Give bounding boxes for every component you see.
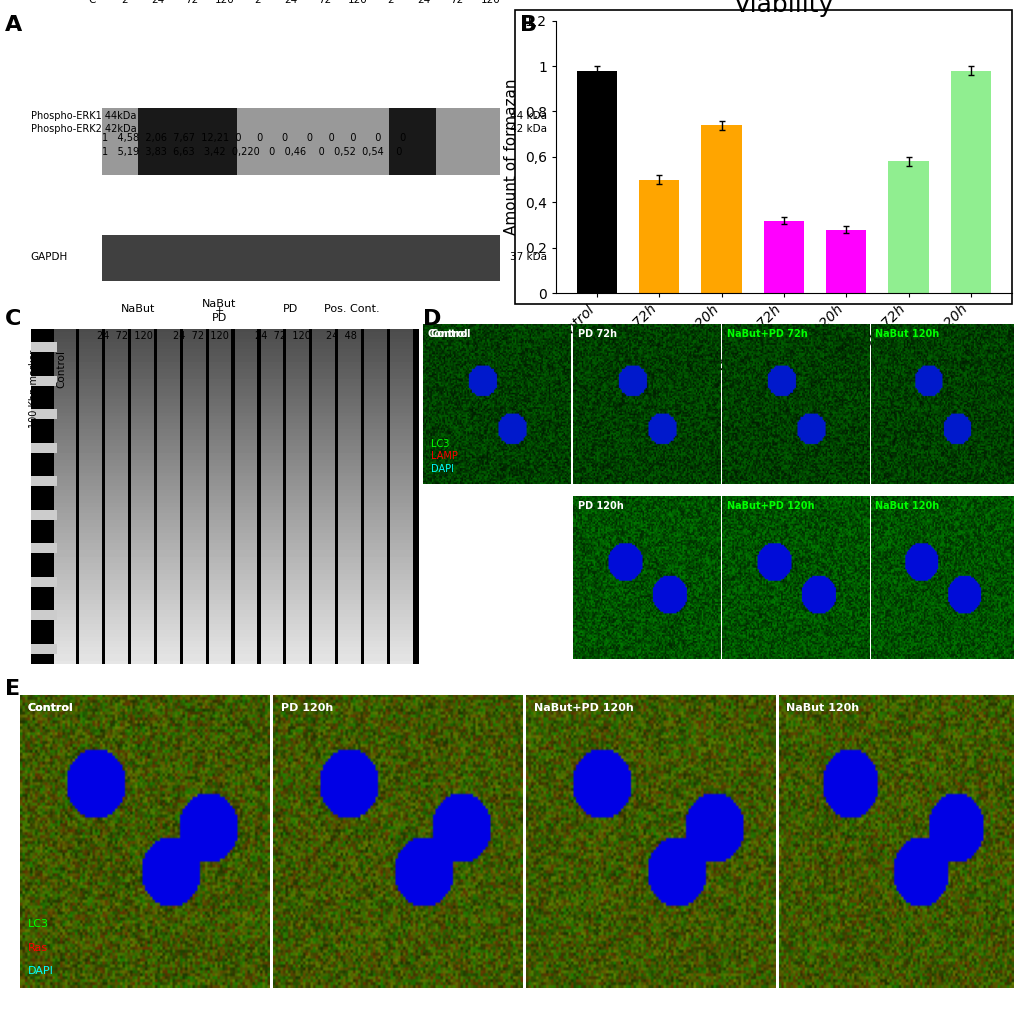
Text: NaBut 120h: NaBut 120h (786, 704, 859, 713)
Text: LAMP: LAMP (430, 452, 458, 461)
Text: 42 kDa: 42 kDa (510, 123, 546, 134)
Bar (763, 220, 803, 293)
Text: NaBut+PD 72h: NaBut+PD 72h (726, 329, 807, 339)
Text: 120: 120 (480, 0, 499, 4)
Text: 24  72  120: 24 72 120 (255, 331, 311, 342)
Text: Control: Control (28, 704, 73, 713)
Text: PD: PD (212, 313, 226, 323)
Bar (701, 126, 741, 293)
X-axis label: Treatment time: Treatment time (725, 395, 842, 410)
Text: 44 kDa: 44 kDa (510, 111, 546, 121)
Text: 24  72  120: 24 72 120 (97, 331, 153, 342)
Text: 120: 120 (347, 0, 367, 4)
Text: 120: 120 (214, 0, 234, 4)
Text: PD: PD (283, 304, 298, 314)
Text: LC3: LC3 (28, 919, 49, 929)
Bar (576, 71, 616, 293)
Text: Phospho-ERK2 42kDa: Phospho-ERK2 42kDa (31, 123, 137, 134)
Text: 24: 24 (151, 0, 164, 4)
Text: 100 Kbp marker: 100 Kbp marker (29, 350, 39, 428)
Text: PD 120h: PD 120h (280, 704, 333, 713)
Text: 37 kDa: 37 kDa (510, 252, 546, 262)
Text: NaBut: NaBut (202, 298, 236, 309)
Text: 72: 72 (184, 0, 198, 4)
Text: Control: Control (56, 350, 66, 388)
Text: 2: 2 (387, 0, 393, 4)
Text: 24: 24 (417, 0, 430, 4)
Text: NaBut+PD 120h: NaBut+PD 120h (726, 501, 813, 510)
Text: Pos. Cont.: Pos. Cont. (324, 304, 379, 314)
Text: NaBut: NaBut (120, 304, 155, 314)
Text: 1   5,19  3,83  6,63   3,42  0,220   0   0,46    0   0,52  0,54    0: 1 5,19 3,83 6,63 3,42 0,220 0 0,46 0 0,5… (102, 147, 401, 157)
Text: NaBut 120h: NaBut 120h (874, 501, 938, 510)
Y-axis label: Amount of formazan: Amount of formazan (503, 78, 519, 236)
Text: GAPDH: GAPDH (31, 252, 68, 262)
Text: 24  72  120: 24 72 120 (173, 331, 229, 342)
Text: Control: Control (427, 329, 468, 339)
Text: 24  48: 24 48 (326, 331, 357, 342)
Bar (638, 180, 679, 293)
Text: Phospho-ERK1 44kDa: Phospho-ERK1 44kDa (31, 111, 136, 121)
Text: PD 72h: PD 72h (577, 329, 616, 339)
Text: Ras: Ras (28, 943, 48, 953)
Bar (888, 162, 928, 293)
Text: LC3: LC3 (430, 438, 448, 449)
Text: C: C (88, 0, 95, 4)
Text: D: D (423, 309, 441, 328)
Text: 2: 2 (254, 0, 261, 4)
Text: C: C (5, 309, 21, 328)
Title: Viability: Viability (733, 0, 834, 17)
Bar (950, 71, 990, 293)
Text: 1   4,58  2,06  7,67  12,21  0     0      0      0     0     0      0      0: 1 4,58 2,06 7,67 12,21 0 0 0 0 0 0 0 0 (102, 133, 406, 143)
Text: E: E (5, 679, 20, 699)
Text: NaBut+PD 120h: NaBut+PD 120h (533, 704, 633, 713)
Text: NaBut 120h: NaBut 120h (874, 329, 938, 339)
Text: Control: Control (430, 329, 471, 339)
Text: A: A (5, 15, 22, 35)
Text: 2: 2 (121, 0, 128, 4)
Text: 24: 24 (284, 0, 298, 4)
Text: Control: Control (28, 704, 73, 713)
Bar (825, 229, 865, 293)
Text: DAPI: DAPI (430, 464, 453, 474)
Text: 72: 72 (450, 0, 464, 4)
Text: PD 120h: PD 120h (577, 501, 623, 510)
Text: 72: 72 (317, 0, 330, 4)
Text: B: B (520, 15, 537, 35)
Text: DAPI: DAPI (28, 966, 54, 977)
Text: +: + (214, 306, 224, 316)
